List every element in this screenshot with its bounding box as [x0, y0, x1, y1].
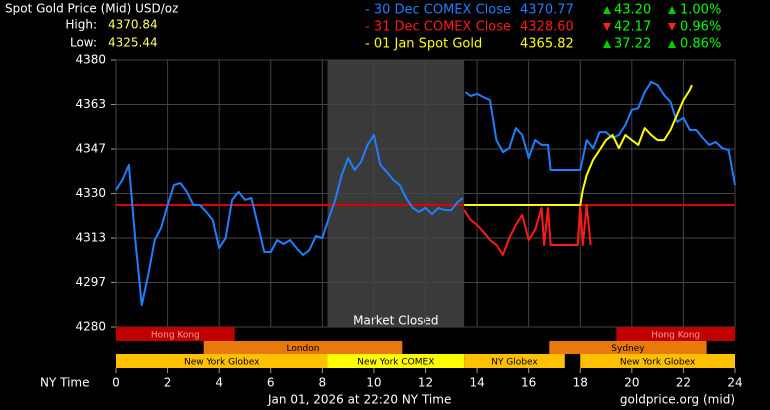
session-label: Hong Kong: [651, 331, 700, 341]
x-tick-label: 4: [215, 376, 223, 390]
legend-name: - 01 Jan Spot Gold: [365, 37, 482, 52]
change-arrow: [603, 23, 611, 31]
x-tick-label: 0: [112, 376, 120, 390]
session-label: Hong Kong: [151, 331, 200, 341]
session-label: New York COMEX: [357, 358, 434, 368]
session-label: NY Globex: [491, 358, 538, 368]
x-tick-label: 20: [624, 376, 639, 390]
x-tick-label: 22: [676, 376, 691, 390]
y-tick-label: 4280: [75, 320, 106, 334]
session-bar: [549, 341, 707, 354]
price-line: [463, 204, 592, 256]
session-bar: [327, 354, 465, 368]
legend-name: - 30 Dec COMEX Close: [365, 3, 511, 18]
session-bar: [616, 327, 735, 341]
market-closed-label: Market Closed: [353, 314, 438, 328]
y-tick-label: 4297: [75, 275, 106, 289]
legend-change-pct: 1.00%: [680, 3, 721, 18]
low-label: Low:: [70, 36, 97, 50]
x-tick-label: 12: [418, 376, 433, 390]
legend-price: 4328.60: [520, 20, 574, 35]
low-value: 4325.44: [108, 36, 158, 50]
chart-title: Spot Gold Price (Mid) USD/oz: [5, 2, 178, 16]
y-tick-label: 4313: [75, 231, 106, 245]
session-bar: [580, 354, 735, 368]
y-tick-label: 4363: [75, 97, 106, 111]
session-bar: [116, 327, 235, 341]
legend-price: 4370.77: [520, 3, 574, 18]
x-tick-label: 10: [366, 376, 381, 390]
high-label: High:: [65, 18, 97, 32]
legend-change-pct: 0.96%: [680, 20, 721, 35]
change-arrow: [668, 6, 676, 14]
price-line: [115, 80, 736, 307]
x-tick-label: 8: [319, 376, 327, 390]
legend-price: 4365.82: [520, 37, 574, 52]
legend-change: 37.22: [614, 37, 651, 52]
y-tick-label: 4330: [75, 186, 106, 200]
x-tick-label: 6: [267, 376, 275, 390]
change-arrow: [668, 23, 676, 31]
x-tick-label: 14: [469, 376, 484, 390]
high-value: 4370.84: [108, 18, 158, 32]
legend-change-pct: 0.86%: [680, 37, 721, 52]
y-tick-label: 4347: [75, 141, 106, 155]
legend-change: 43.20: [614, 3, 651, 18]
change-arrow: [603, 40, 611, 48]
change-arrow: [668, 40, 676, 48]
change-arrow: [603, 6, 611, 14]
session-bar: [464, 354, 565, 368]
session-label: Sydney: [611, 344, 645, 354]
x-tick-label: 2: [164, 376, 172, 390]
y-tick-label: 4380: [75, 53, 106, 67]
x-tick-label: 16: [521, 376, 536, 390]
x-axis-label: NY Time: [40, 376, 90, 390]
x-tick-label: 18: [573, 376, 588, 390]
footer: Jan 01, 2026 at 22:20 NY Time: [267, 393, 451, 407]
session-bar: [116, 354, 328, 368]
session-label: New York Globex: [184, 358, 260, 368]
session-label: London: [286, 344, 319, 354]
source: goldprice.org (mid): [620, 393, 735, 407]
price-line: [464, 84, 693, 206]
session-bar: [203, 341, 403, 354]
legend-change: 42.17: [614, 20, 651, 35]
x-tick-label: 24: [727, 376, 742, 390]
legend-name: - 31 Dec COMEX Close: [365, 20, 511, 35]
session-label: New York Globex: [620, 358, 696, 368]
